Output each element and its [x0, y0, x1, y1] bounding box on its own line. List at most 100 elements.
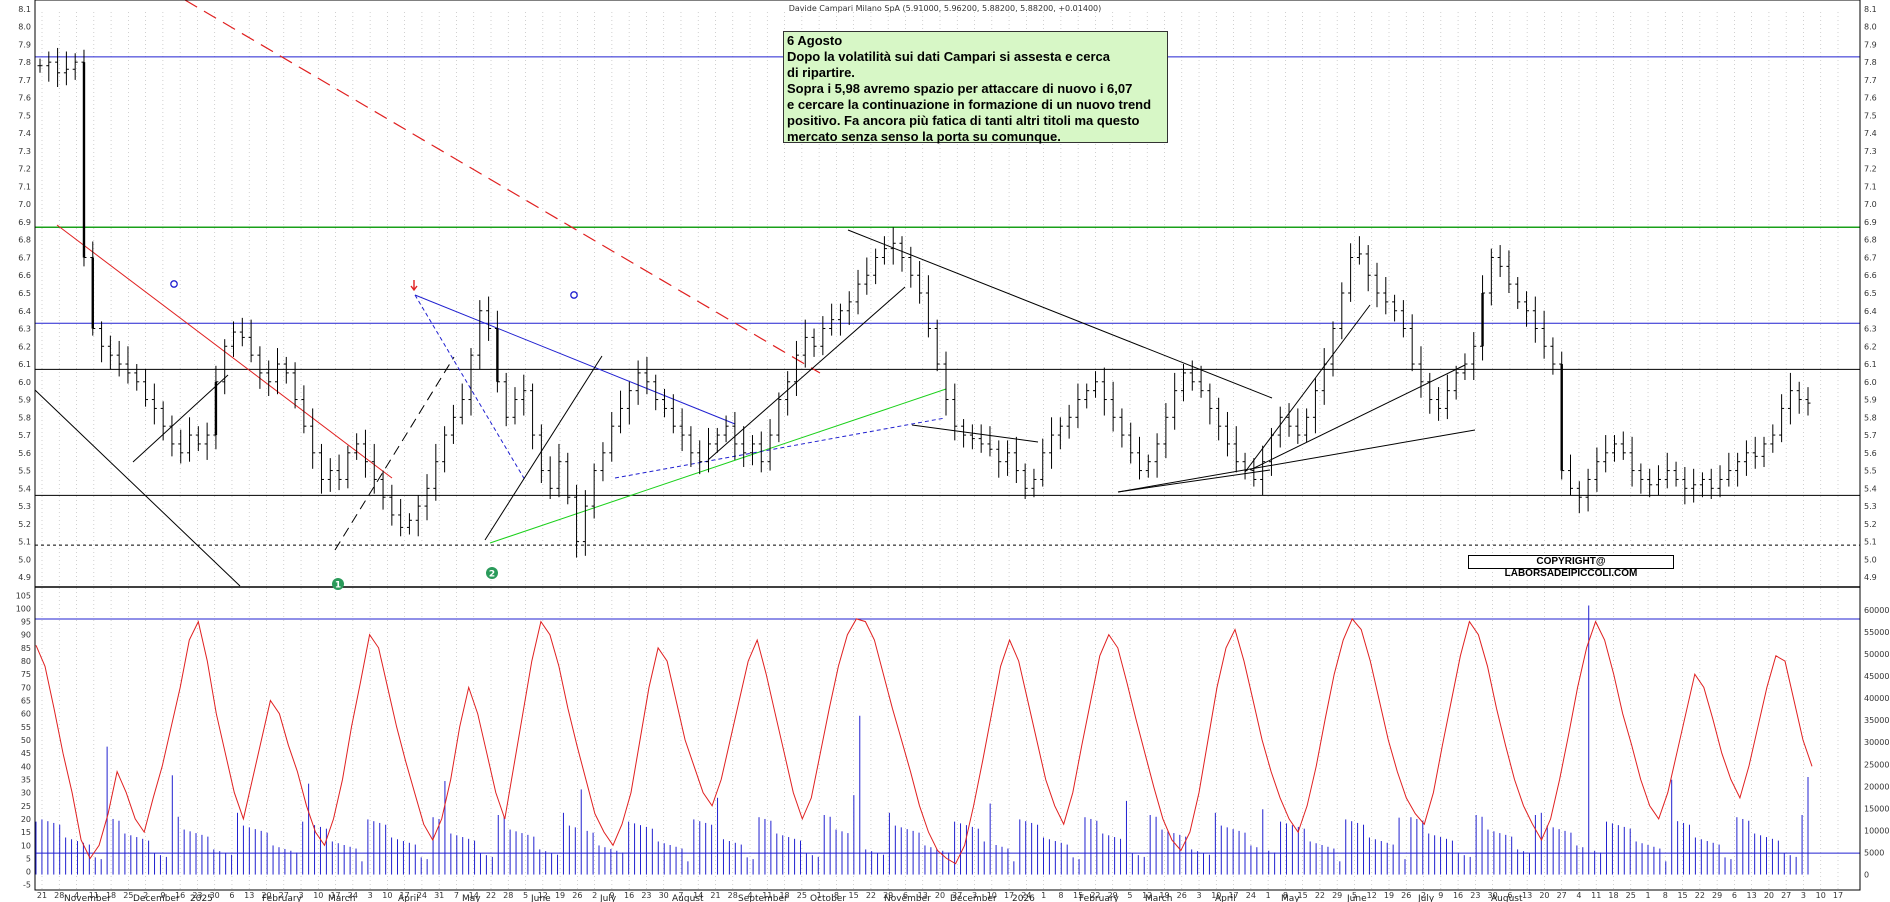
price-bar	[837, 303, 843, 336]
x-day-tick: 25	[1626, 891, 1636, 900]
price-tick-label: 6.6	[18, 271, 31, 280]
price-tick-label: 6.1	[1864, 360, 1877, 369]
oscillator-tick-label: 40	[21, 762, 31, 771]
price-tick-label: 7.3	[18, 147, 31, 156]
price-bar	[978, 424, 984, 453]
price-bar	[1277, 406, 1283, 448]
x-month-label: February	[1079, 894, 1120, 902]
price-bar	[1154, 433, 1160, 478]
x-month-label: November	[884, 894, 931, 902]
oscillator-tick-label: 50	[21, 736, 31, 745]
oscillator-tick-label: 55	[21, 723, 31, 732]
price-bar	[1655, 465, 1661, 496]
x-day-tick: 5	[1127, 891, 1132, 900]
price-tick-label: 5.9	[18, 396, 31, 405]
x-day-tick: 13	[1522, 891, 1532, 900]
price-bar	[1409, 314, 1415, 372]
x-day-tick: 6	[229, 891, 234, 900]
price-tick-label: 7.1	[18, 182, 31, 191]
price-bar	[1515, 277, 1521, 309]
price-bar	[574, 484, 580, 558]
price-bar	[952, 383, 958, 441]
price-bar	[697, 440, 703, 475]
price-tick-label: 6.3	[18, 325, 31, 334]
price-bar	[969, 424, 975, 450]
price-tick-label: 5.8	[18, 413, 31, 422]
oscillator-tick-label: 10	[21, 841, 31, 850]
price-bar	[1647, 468, 1653, 498]
x-month-label: December	[133, 894, 180, 902]
price-bar	[644, 356, 650, 395]
price-bar	[1453, 365, 1459, 400]
annotation-line: e cercare la continuazione in formazione…	[787, 97, 1152, 112]
price-tick-label: 6.3	[1864, 325, 1877, 334]
price-bar	[829, 303, 835, 336]
trendline	[614, 417, 946, 479]
price-bar	[925, 275, 931, 338]
price-bar	[1497, 245, 1503, 278]
price-bar	[125, 346, 131, 384]
price-bar	[1480, 275, 1486, 361]
price-bar	[494, 310, 500, 393]
x-day-tick: 9	[609, 891, 614, 900]
x-day-tick: 15	[849, 891, 859, 900]
oscillator-line	[35, 617, 1813, 865]
x-day-tick: 24	[348, 891, 358, 900]
price-tick-label: 7.4	[1864, 129, 1877, 138]
price-bar	[362, 429, 368, 478]
x-day-tick: 28	[728, 891, 738, 900]
price-bar	[881, 236, 887, 265]
price-bar	[996, 440, 1002, 478]
x-day-tick: 8	[1283, 891, 1288, 900]
x-month-label: April	[1215, 894, 1236, 902]
volume-tick-label: 15000	[1864, 804, 1889, 813]
plot-frame	[34, 0, 1861, 891]
x-day-tick: 24	[417, 891, 427, 900]
oscillator-panel	[35, 617, 1860, 865]
x-day-tick: 19	[555, 891, 565, 900]
oscillator-tick-label: 35	[21, 775, 31, 784]
price-bar	[72, 53, 78, 80]
x-day-tick: 3	[972, 891, 977, 900]
volume-tick-label: 10000	[1864, 826, 1889, 835]
oscillator-tick-label: 5	[26, 854, 31, 863]
svg-text:1: 1	[335, 581, 341, 591]
price-bar	[873, 248, 879, 285]
price-bar	[90, 241, 96, 336]
price-bar	[336, 454, 342, 491]
price-bar	[204, 422, 210, 460]
x-day-tick: 17	[400, 891, 410, 900]
price-bar	[442, 426, 448, 473]
price-bar	[1743, 440, 1749, 476]
price-tick-label: 7.3	[1864, 147, 1877, 156]
price-tick-label: 7.1	[1864, 182, 1877, 191]
x-day-tick: 1	[1266, 891, 1271, 900]
x-day-tick: 29	[883, 891, 893, 900]
x-day-tick: 14	[693, 891, 703, 900]
price-bar	[292, 362, 298, 409]
x-day-tick: 25	[797, 891, 807, 900]
price-bar	[1620, 431, 1626, 460]
x-day-tick: 8	[1663, 891, 1668, 900]
price-bar	[81, 49, 87, 267]
price-bar	[1031, 468, 1037, 498]
annotation-line: di ripartire.	[787, 65, 855, 80]
price-bar	[705, 427, 711, 473]
price-bar	[1568, 454, 1574, 496]
x-day-tick: 3	[368, 891, 373, 900]
price-bar	[1198, 365, 1204, 398]
price-bar	[899, 236, 905, 272]
price-bar	[1093, 371, 1099, 398]
price-bar	[741, 426, 747, 468]
price-tick-label: 5.5	[18, 467, 31, 476]
x-day-tick: 17	[330, 891, 340, 900]
x-day-tick: 1	[817, 891, 822, 900]
x-month-label: May	[462, 894, 481, 902]
price-tick-label: 5.5	[1864, 467, 1877, 476]
annotation-line: Sopra i 5,98 avremo spazio per attaccare…	[787, 81, 1133, 96]
price-bar	[1312, 378, 1318, 434]
price-bar	[1779, 394, 1785, 443]
price-bar	[134, 364, 140, 391]
x-day-tick: 11	[89, 891, 99, 900]
price-tick-label: 7.8	[18, 58, 31, 67]
